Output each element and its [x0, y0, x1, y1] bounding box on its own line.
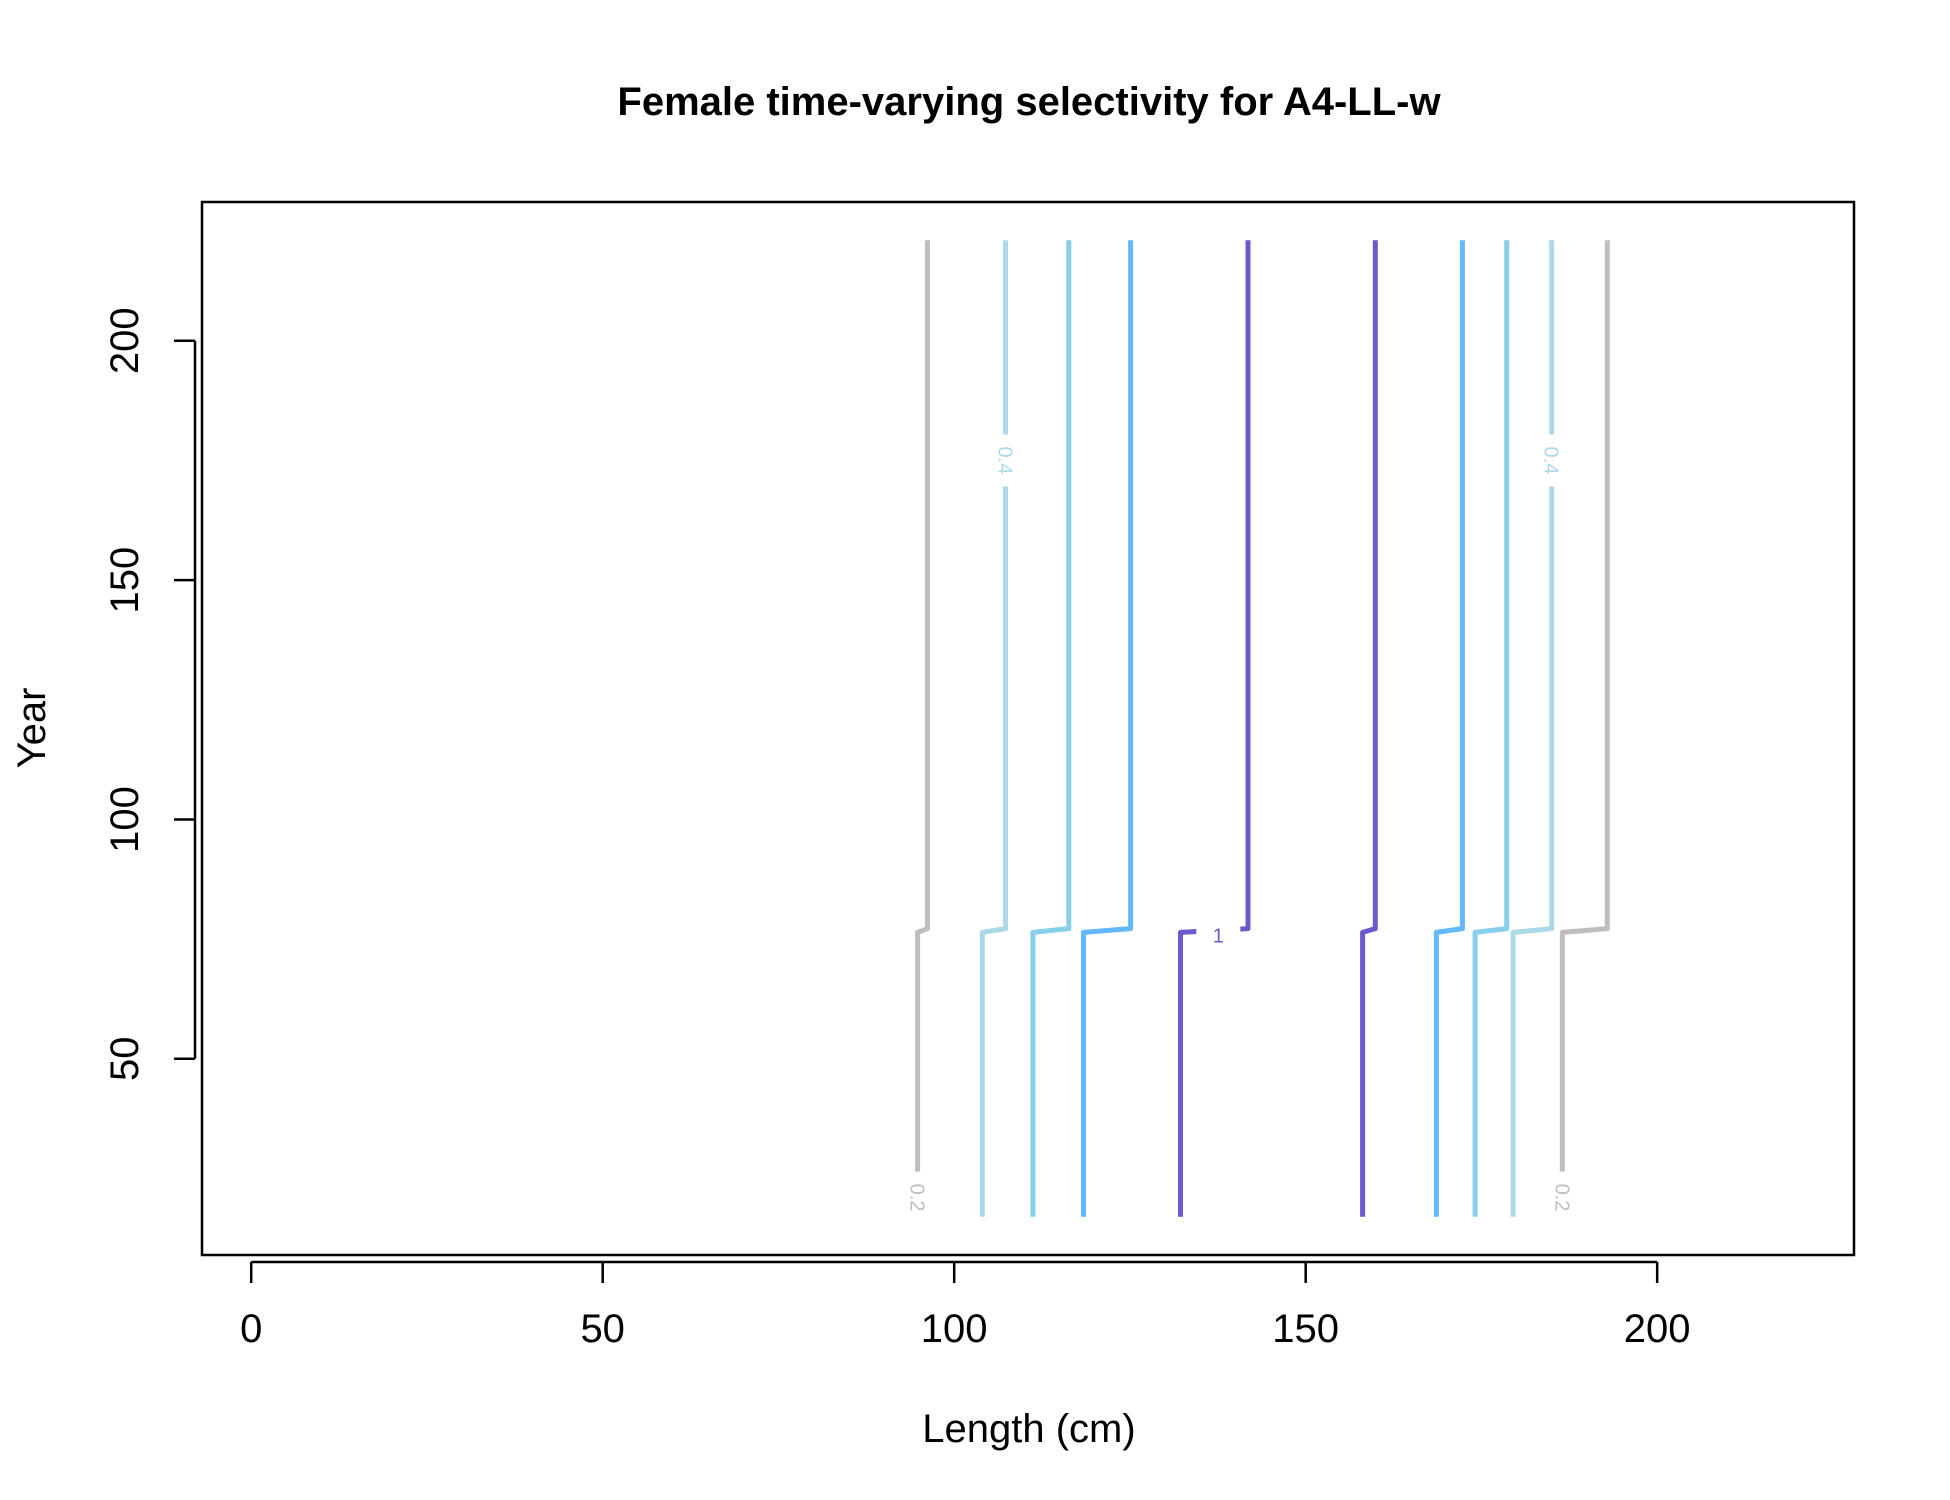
- contour-label-gap: [1550, 1171, 1575, 1224]
- contour-line-0-8-descending: [1433, 240, 1465, 1217]
- contour-line-0-2-descending: [1559, 240, 1610, 1217]
- y-tick-label: 100: [103, 786, 147, 853]
- contour-label: 0.2: [906, 1184, 928, 1212]
- contour-label: 1: [1213, 925, 1224, 947]
- contour-label-gap: [1539, 434, 1564, 487]
- contour-line-0-4-descending: [1510, 240, 1555, 1217]
- contour-label-gap: [993, 434, 1018, 487]
- x-axis: 0 50 100 150 200: [240, 1260, 1691, 1351]
- x-tick-label: 50: [580, 1307, 625, 1351]
- contour-line-1-descending: [1360, 240, 1378, 1217]
- contour-label: 0.4: [994, 447, 1016, 475]
- contour-label: 0.2: [1550, 1184, 1572, 1212]
- contour-line-0-6-descending: [1472, 240, 1510, 1217]
- plot-area-frame: [200, 200, 1856, 1257]
- contour-lines: 0.2 0.4 1 0.4 0.2: [905, 240, 1610, 1224]
- contour-line-0-4-ascending: [979, 240, 1008, 1217]
- contour-label: 0.4: [1540, 447, 1562, 475]
- y-tick-label: 50: [103, 1037, 147, 1082]
- contour-line-0-8-ascending: [1081, 240, 1134, 1217]
- x-tick-label: 0: [240, 1307, 262, 1351]
- y-axis: 50 100 150 200: [103, 307, 197, 1082]
- x-tick-label: 200: [1624, 1307, 1691, 1351]
- x-tick-label: 100: [921, 1307, 988, 1351]
- y-axis-label: Year: [10, 688, 54, 769]
- contour-label-gap: [905, 1171, 930, 1224]
- y-tick-label: 200: [103, 307, 147, 374]
- x-tick-label: 150: [1272, 1307, 1339, 1351]
- contour-line-1-ascending: [1178, 240, 1251, 1217]
- contour-line-0-2-ascending: [915, 240, 930, 1217]
- x-axis-label: Length (cm): [922, 1407, 1135, 1451]
- chart-title: Female time-varying selectivity for A4-L…: [617, 80, 1441, 124]
- y-tick-label: 150: [103, 547, 147, 614]
- contour-line-0-6-ascending: [1030, 240, 1072, 1217]
- contour-label-gap: [1196, 920, 1241, 949]
